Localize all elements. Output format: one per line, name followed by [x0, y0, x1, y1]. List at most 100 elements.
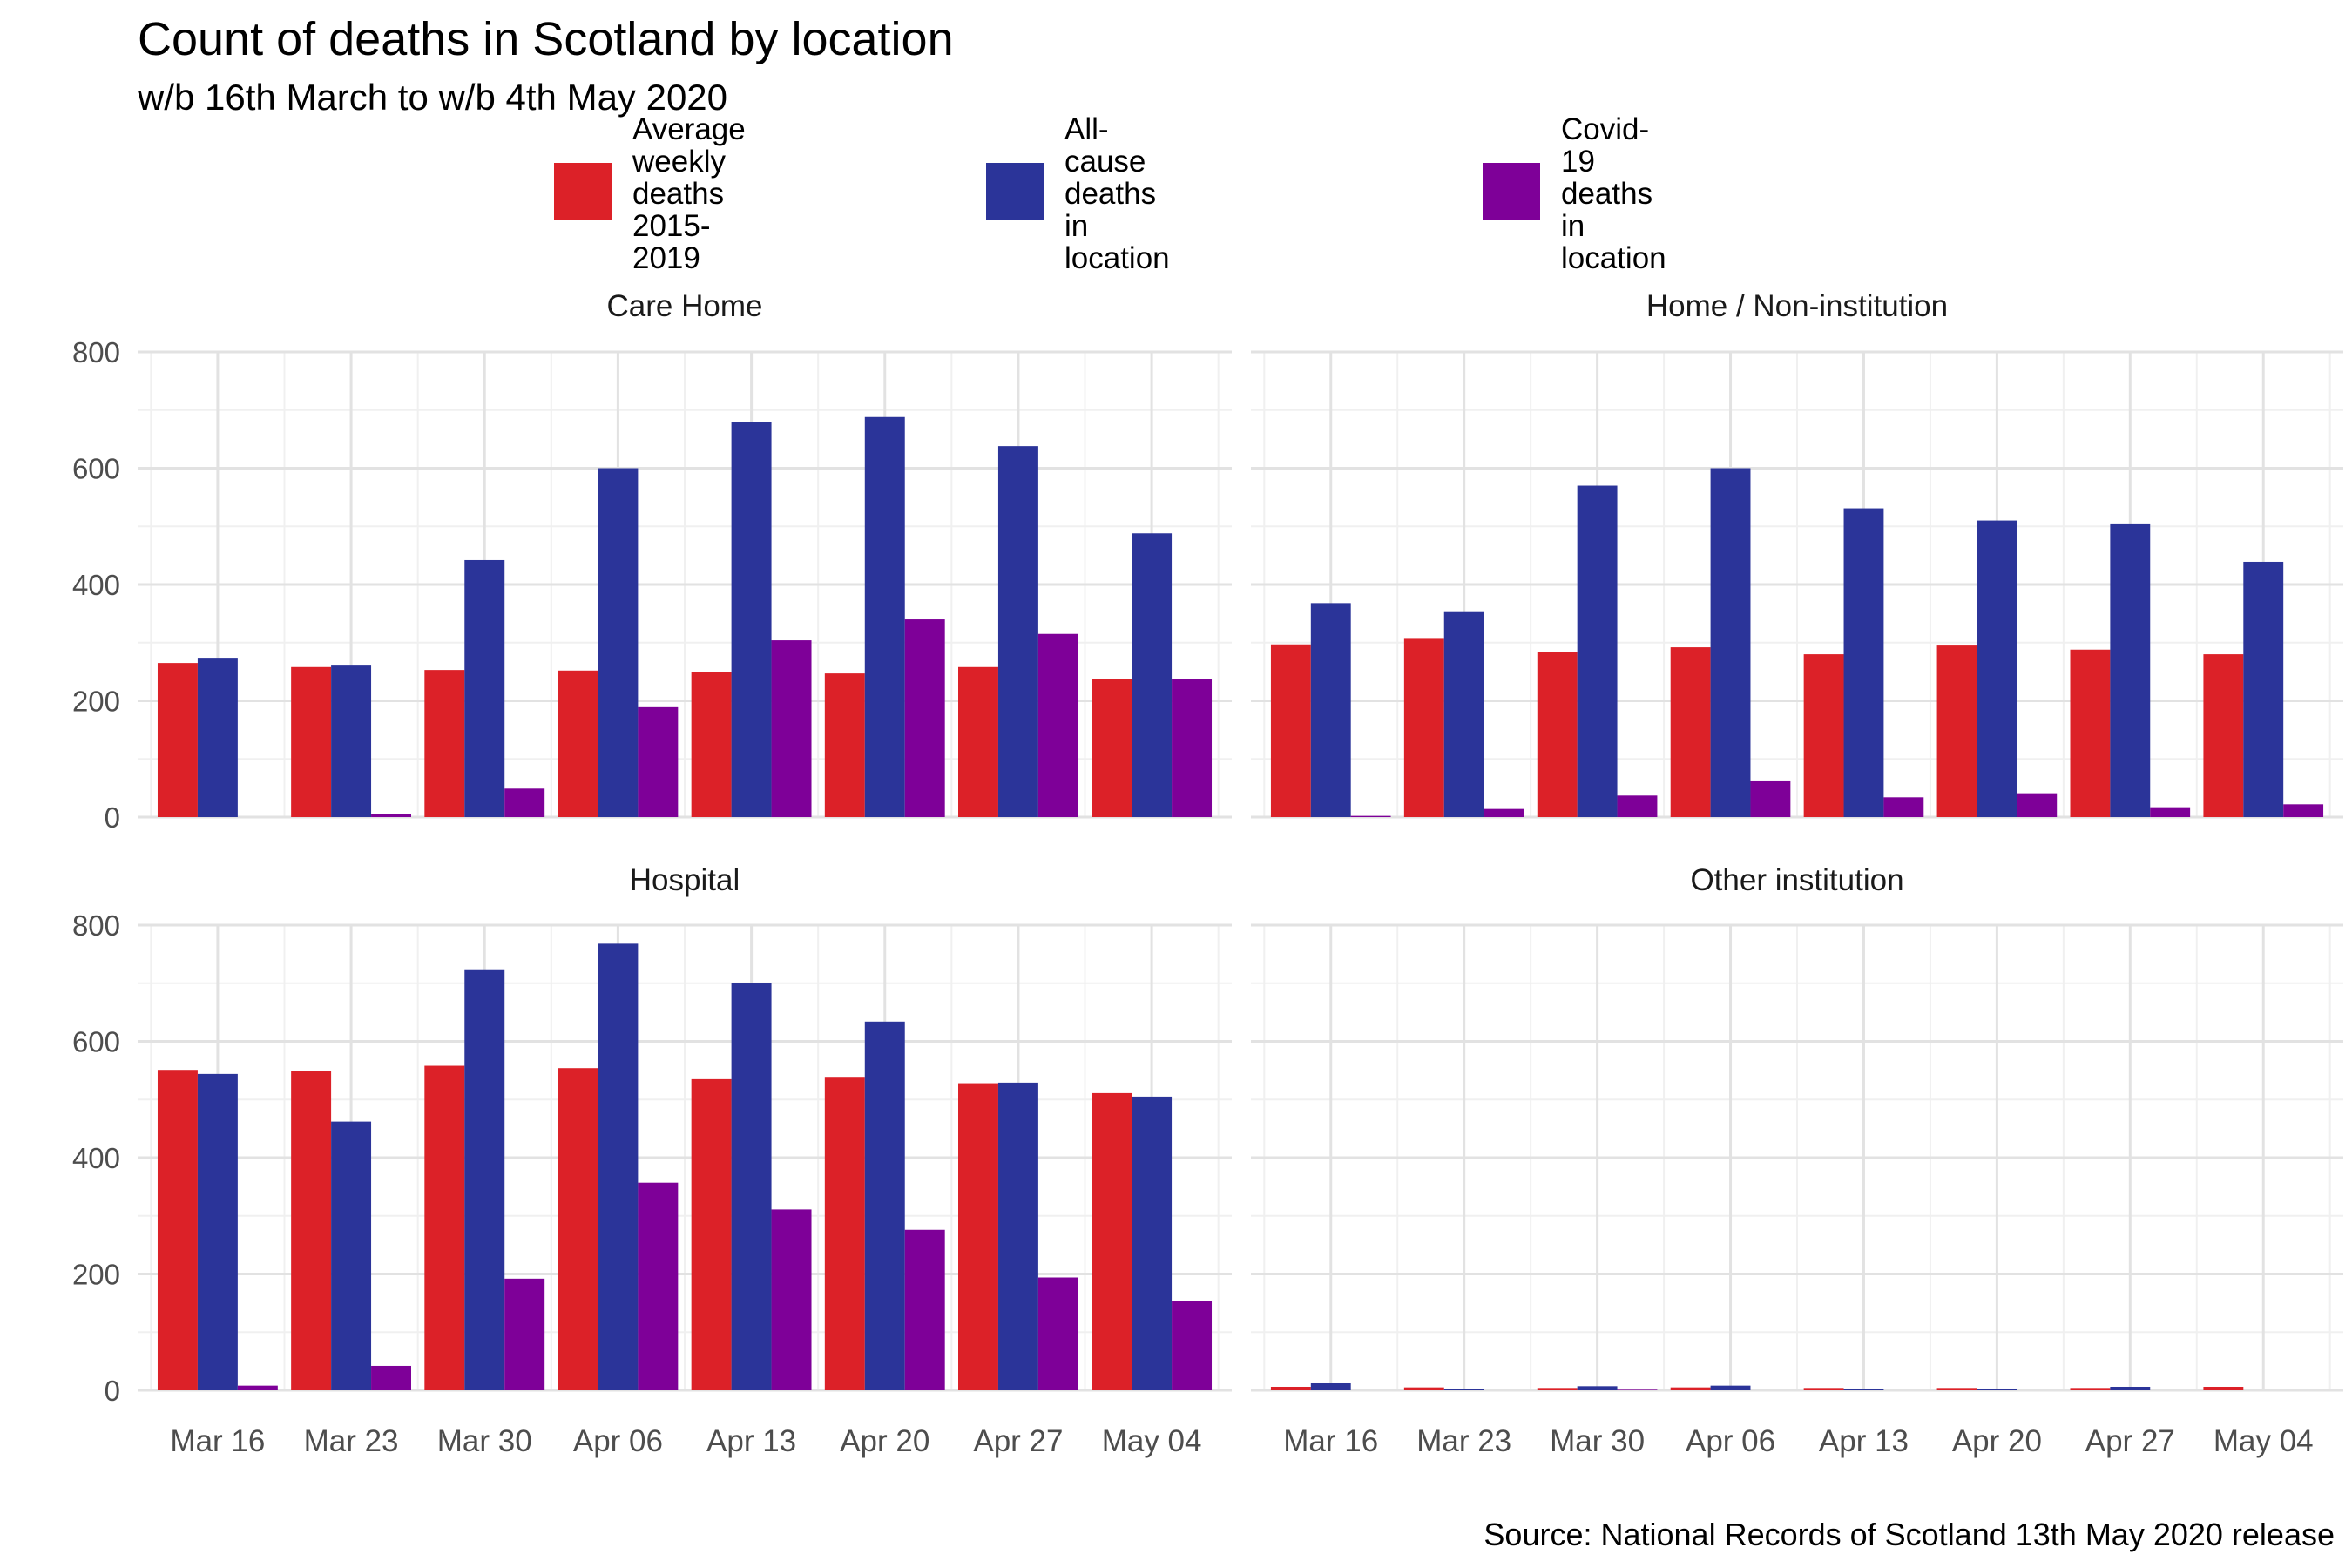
bar-hospital-may-04-series-1 — [1132, 1096, 1173, 1390]
bar-care-home-mar-30-series-1 — [464, 559, 505, 817]
bar-hospital-apr-27-series-0 — [958, 1083, 998, 1390]
bar-other-institution-may-04-series-0 — [2203, 1386, 2244, 1390]
bar-hospital-apr-13-series-2 — [771, 1209, 812, 1390]
bar-home-non-institution-apr-13-series-0 — [1803, 654, 1844, 817]
bar-other-institution-mar-16-series-0 — [1270, 1386, 1311, 1390]
x-tick-label: Mar 23 — [1416, 1424, 1511, 1458]
bar-hospital-apr-20-series-2 — [904, 1229, 945, 1390]
bar-hospital-apr-06-series-1 — [598, 943, 639, 1390]
y-tick-label: 200 — [72, 686, 120, 718]
y-tick-label: 400 — [72, 1142, 120, 1174]
bar-other-institution-apr-27-series-1 — [2110, 1386, 2151, 1390]
bar-other-institution-apr-13-series-1 — [1843, 1388, 1884, 1390]
chart-title: Count of deaths in Scotland by location — [138, 13, 954, 65]
bar-care-home-apr-27-series-2 — [1037, 633, 1078, 817]
bar-care-home-may-04-series-1 — [1132, 533, 1173, 817]
bar-hospital-apr-13-series-0 — [691, 1078, 732, 1390]
bar-hospital-apr-27-series-1 — [997, 1082, 1038, 1390]
bar-home-non-institution-may-04-series-0 — [2203, 654, 2244, 817]
bar-care-home-mar-30-series-0 — [424, 670, 465, 817]
legend-key-average — [554, 163, 612, 220]
bar-home-non-institution-mar-16-series-0 — [1270, 644, 1311, 817]
bar-home-non-institution-mar-23-series-2 — [1484, 808, 1524, 817]
bar-hospital-apr-06-series-0 — [558, 1068, 598, 1390]
bar-hospital-mar-23-series-0 — [291, 1071, 332, 1390]
y-tick-label: 0 — [105, 801, 120, 834]
x-tick-label: Apr 20 — [1952, 1424, 2042, 1458]
bar-care-home-mar-23-series-2 — [371, 814, 411, 817]
bar-other-institution-mar-16-series-1 — [1310, 1382, 1351, 1390]
x-tick-label: Mar 16 — [1283, 1424, 1378, 1458]
bar-other-institution-apr-06-series-1 — [1710, 1385, 1751, 1390]
bar-hospital-mar-30-series-2 — [504, 1278, 545, 1390]
bar-home-non-institution-apr-06-series-2 — [1750, 780, 1791, 817]
x-tick-label: May 04 — [2213, 1424, 2314, 1458]
bar-hospital-may-04-series-2 — [1172, 1301, 1213, 1390]
bar-care-home-apr-20-series-1 — [864, 416, 905, 817]
panel-title-hospital: Hospital — [630, 863, 740, 897]
bar-home-non-institution-apr-13-series-1 — [1843, 508, 1884, 817]
bar-home-non-institution-apr-20-series-0 — [1936, 645, 1977, 817]
legend-key-all-cause — [986, 163, 1044, 220]
x-tick-label: Apr 20 — [840, 1424, 929, 1458]
bar-hospital-apr-13-series-1 — [731, 983, 772, 1390]
x-tick-label: Apr 13 — [1819, 1424, 1909, 1458]
y-tick-label: 800 — [72, 336, 120, 368]
bar-other-institution-mar-30-series-0 — [1537, 1388, 1578, 1390]
bar-hospital-apr-20-series-0 — [824, 1077, 865, 1390]
bar-home-non-institution-apr-27-series-2 — [2150, 807, 2191, 817]
bar-hospital-mar-23-series-2 — [371, 1365, 411, 1390]
bar-home-non-institution-mar-16-series-1 — [1310, 603, 1351, 817]
legend-key-covid — [1483, 163, 1540, 220]
bar-home-non-institution-apr-27-series-1 — [2110, 523, 2151, 817]
bar-home-non-institution-may-04-series-1 — [2243, 561, 2284, 817]
bar-other-institution-mar-30-series-1 — [1577, 1386, 1618, 1390]
y-tick-label: 200 — [72, 1259, 120, 1291]
x-tick-label: Apr 06 — [1686, 1424, 1775, 1458]
x-tick-label: Mar 30 — [1550, 1424, 1645, 1458]
bar-home-non-institution-apr-13-series-2 — [1883, 797, 1924, 817]
bar-hospital-mar-23-series-1 — [331, 1121, 372, 1390]
bar-hospital-apr-20-series-1 — [864, 1021, 905, 1390]
bar-other-institution-apr-27-series-0 — [2070, 1388, 2111, 1390]
y-tick-label: 400 — [72, 569, 120, 601]
x-tick-label: Apr 13 — [706, 1424, 796, 1458]
x-tick-label: Mar 16 — [170, 1424, 265, 1458]
bar-home-non-institution-mar-16-series-2 — [1350, 815, 1391, 817]
bar-home-non-institution-mar-23-series-1 — [1443, 611, 1484, 817]
bar-care-home-apr-13-series-2 — [771, 640, 812, 817]
bar-care-home-mar-16-series-1 — [197, 658, 238, 817]
bar-hospital-mar-30-series-0 — [424, 1065, 465, 1390]
bar-other-institution-apr-06-series-0 — [1670, 1387, 1711, 1390]
bar-home-non-institution-mar-30-series-2 — [1617, 795, 1658, 817]
bar-care-home-mar-23-series-1 — [331, 665, 372, 817]
bar-care-home-may-04-series-0 — [1092, 679, 1132, 817]
bar-other-institution-apr-20-series-1 — [1977, 1388, 2017, 1390]
y-tick-label: 0 — [105, 1375, 120, 1407]
bar-other-institution-mar-23-series-1 — [1443, 1389, 1484, 1390]
bar-home-non-institution-mar-30-series-1 — [1577, 485, 1618, 817]
bar-other-institution-mar-30-series-2 — [1617, 1389, 1658, 1390]
bar-care-home-apr-20-series-2 — [904, 619, 945, 817]
bar-care-home-may-04-series-2 — [1172, 679, 1213, 817]
bar-care-home-mar-23-series-0 — [291, 666, 332, 817]
bar-care-home-apr-06-series-0 — [558, 670, 598, 817]
panel-title-home-non-institution: Home / Non-institution — [1646, 289, 1948, 323]
bar-care-home-apr-13-series-0 — [691, 672, 732, 817]
panel-title-care-home: Care Home — [607, 289, 763, 323]
x-tick-label: Apr 06 — [573, 1424, 663, 1458]
bar-care-home-mar-30-series-2 — [504, 788, 545, 817]
bar-hospital-apr-27-series-2 — [1037, 1277, 1078, 1390]
bar-home-non-institution-mar-23-series-0 — [1403, 638, 1444, 817]
bar-home-non-institution-apr-06-series-0 — [1670, 647, 1711, 817]
bar-hospital-mar-16-series-2 — [237, 1385, 278, 1390]
x-tick-label: Mar 30 — [437, 1424, 532, 1458]
y-tick-label: 600 — [72, 1026, 120, 1058]
bar-care-home-apr-20-series-0 — [824, 673, 865, 817]
bar-hospital-apr-06-series-2 — [638, 1182, 679, 1390]
bar-home-non-institution-apr-27-series-0 — [2070, 649, 2111, 817]
bar-home-non-institution-apr-06-series-1 — [1710, 468, 1751, 817]
bar-home-non-institution-apr-20-series-2 — [2017, 793, 2058, 817]
bar-hospital-mar-30-series-1 — [464, 969, 505, 1390]
